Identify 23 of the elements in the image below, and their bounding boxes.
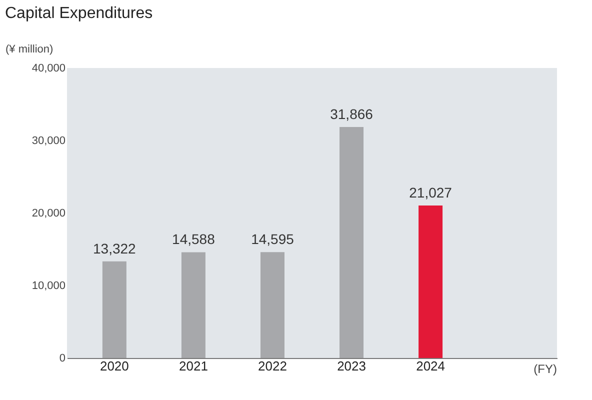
data-label: 21,027 xyxy=(409,184,452,201)
x-tick-label: 2024 xyxy=(416,358,446,374)
x-tick-label: 2020 xyxy=(100,358,129,374)
y-tick-label: 0 xyxy=(59,352,66,364)
y-tick-label: 30,000 xyxy=(32,135,66,147)
x-tick-label: 2023 xyxy=(337,358,366,374)
bar xyxy=(418,206,443,358)
y-tick-label: 10,000 xyxy=(32,280,66,292)
data-label: 31,866 xyxy=(330,106,374,122)
bar xyxy=(102,261,126,358)
text: (FY) xyxy=(534,362,557,376)
data-label: 14,595 xyxy=(251,231,294,248)
bar xyxy=(260,252,284,358)
y-axis-title: (¥ million) xyxy=(6,44,54,56)
y-tick-label: 40,000 xyxy=(32,62,66,74)
bar xyxy=(181,252,206,358)
y-tick-label: 20,000 xyxy=(32,208,66,220)
x-tick-label: 2021 xyxy=(178,358,208,374)
chart-title: Capital Expenditures xyxy=(5,5,153,22)
x-tick-label: 2022 xyxy=(258,358,287,374)
data-label: 14,588 xyxy=(172,231,216,248)
data-label: 13,322 xyxy=(93,240,136,256)
bar xyxy=(340,126,364,358)
